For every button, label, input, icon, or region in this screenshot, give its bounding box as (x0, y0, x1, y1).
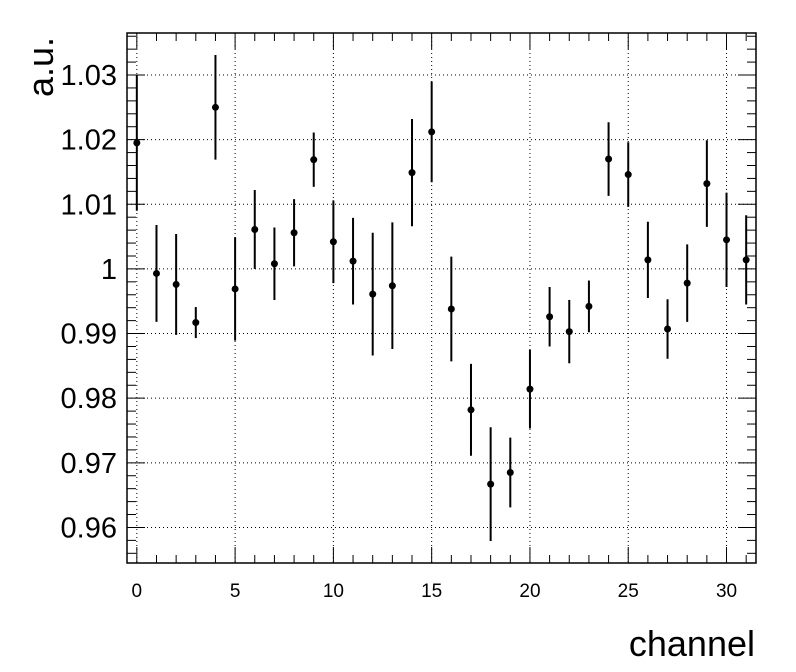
data-point (408, 169, 416, 177)
y-tick-label: 0.96 (61, 512, 117, 544)
y-tick-labels: 0.96 0.97 0.98 0.99 1 1.01 1.02 1.03 (61, 60, 117, 544)
data-point (506, 469, 514, 477)
data-point (585, 302, 593, 310)
x-tick-label: 20 (519, 581, 540, 602)
axis-ticks (127, 33, 756, 563)
data-point (664, 325, 672, 333)
data-point (703, 180, 711, 188)
data-point (369, 290, 377, 298)
data-point (192, 319, 200, 327)
x-tick-label: 25 (618, 581, 639, 602)
y-tick-label: 1 (101, 254, 117, 286)
x-tick-label: 0 (132, 581, 143, 602)
y-tick-label: 0.97 (61, 448, 117, 480)
data-point (211, 103, 219, 111)
y-axis-title: a.u. (20, 37, 61, 97)
data-point (290, 229, 298, 237)
data-point (349, 257, 357, 265)
data-point (742, 256, 750, 264)
data-point (388, 282, 396, 290)
data-point (251, 225, 259, 233)
data-point (467, 406, 475, 414)
x-tick-label: 15 (421, 581, 442, 602)
data-point (605, 155, 613, 163)
grid-lines (127, 33, 756, 563)
data-point (152, 269, 160, 277)
data-point (546, 313, 554, 321)
y-tick-label: 1.02 (61, 125, 117, 157)
y-tick-label: 0.99 (61, 319, 117, 351)
y-tick-label: 1.01 (61, 189, 117, 221)
plot-frame (126, 32, 757, 564)
data-point (526, 385, 534, 393)
data-point (683, 279, 691, 287)
x-tick-labels: 0 5 10 15 20 25 30 (132, 581, 738, 602)
data-point (231, 285, 239, 293)
y-tick-label: 1.03 (61, 60, 117, 92)
data-point (447, 305, 455, 313)
y-tick-label: 0.98 (61, 383, 117, 415)
data-points (133, 103, 750, 488)
data-point (644, 256, 652, 264)
x-axis-title: channel (629, 623, 755, 664)
data-point (310, 156, 318, 164)
data-point (172, 280, 180, 288)
x-tick-label: 5 (230, 581, 241, 602)
data-point (270, 260, 278, 268)
data-point (487, 480, 495, 488)
data-point (133, 139, 141, 147)
data-point (428, 128, 436, 136)
data-point (565, 328, 573, 336)
x-tick-label: 30 (716, 581, 737, 602)
data-point (329, 238, 337, 246)
error-bars (135, 54, 748, 542)
data-point (624, 171, 632, 179)
data-point (723, 236, 731, 244)
x-tick-label: 10 (323, 581, 344, 602)
